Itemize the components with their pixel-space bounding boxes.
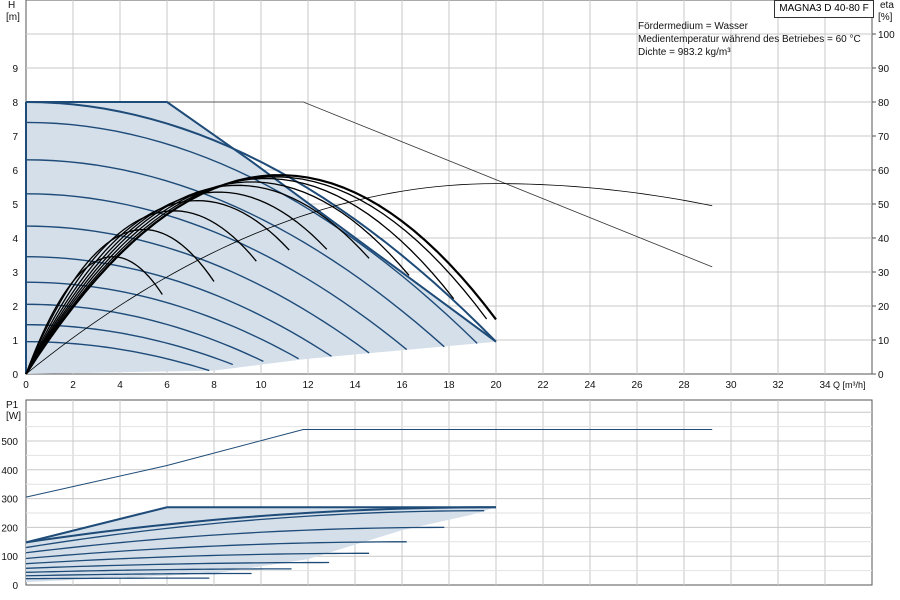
power-reference-curve [25, 428, 713, 498]
max-power-curve [25, 506, 496, 544]
y-tick-label: 2 [12, 302, 18, 313]
efficiency-curve [25, 181, 410, 375]
y2-tick-label: 100 [878, 30, 895, 41]
y-tick-label: 0 [12, 581, 18, 592]
efficiency-curve [25, 256, 163, 375]
y-tick-label: 3 [12, 268, 18, 279]
max-head-curve [26, 101, 497, 343]
y-tick-label: 6 [12, 166, 18, 177]
power-curve [25, 541, 407, 560]
efficiency-curve [25, 199, 290, 375]
medium-text: Fördermedium = Wasser [638, 21, 748, 32]
y-tick-label: 5 [12, 200, 18, 211]
y-tick-label: 400 [1, 466, 18, 477]
y-axis-unit: [W] [6, 411, 21, 422]
power-curve [25, 572, 252, 577]
y-tick-label: 200 [1, 523, 18, 534]
power-plot: 0 100 200 300 400 500 P1[W] [1, 399, 873, 592]
y2-tick-label: 70 [878, 132, 890, 143]
y-tick-label: 1 [12, 336, 18, 347]
y-tick-label: 4 [12, 234, 18, 245]
x-tick-label: 26 [631, 380, 643, 391]
head-curve [25, 225, 370, 354]
x-tick-label: 30 [725, 380, 737, 391]
x-tick-label: 28 [678, 380, 690, 391]
y2-tick-label: 90 [878, 64, 890, 75]
y2-tick-label: 30 [878, 268, 890, 279]
head-curve [25, 341, 210, 372]
head-curve [25, 101, 497, 343]
y2-tick-label: 10 [878, 336, 890, 347]
y2-tick-label: 0 [878, 370, 884, 381]
efficiency-curve [25, 176, 488, 375]
operating-area [26, 102, 496, 374]
efficiency-curve [25, 191, 328, 375]
y2-tick-label: 20 [878, 302, 890, 313]
y-tick-label: 7 [12, 132, 18, 143]
x-tick-label: 20 [490, 380, 502, 391]
power-curve [25, 577, 210, 580]
y-axis-unit: [m] [6, 12, 20, 23]
y2-tick-label: 50 [878, 200, 890, 211]
temperature-text: Medientemperatur während des Betriebes =… [638, 34, 861, 45]
y-axis-label: H [8, 0, 15, 11]
efficiency-curve [25, 184, 370, 375]
y2-axis-label: eta [880, 0, 894, 11]
efficiency-curve [25, 210, 257, 375]
density-text: Dichte = 983.2 kg/m³ [638, 47, 731, 58]
y2-tick-label: 80 [878, 98, 890, 109]
efficiency-curve [25, 228, 215, 375]
x-tick-label: 34 [819, 380, 831, 391]
head-curve [25, 193, 408, 351]
power-curve [25, 510, 485, 549]
power-curve [25, 561, 330, 569]
head-curve [25, 159, 445, 348]
head-curve [25, 324, 234, 366]
y-tick-label: 9 [12, 64, 18, 75]
x-tick-label: 6 [164, 380, 170, 391]
x-tick-label: 14 [349, 380, 361, 391]
x-tick-label: 12 [302, 380, 314, 391]
x-axis-label: Q [m³/h] [833, 380, 866, 390]
head-curve [25, 256, 332, 357]
y-tick-label: 8 [12, 98, 18, 109]
x-tick-label: 10 [255, 380, 267, 391]
y-tick-label: 0 [12, 370, 18, 381]
power-curve [25, 552, 370, 565]
x-tick-label: 22 [537, 380, 549, 391]
x-tick-label: 24 [584, 380, 596, 391]
y2-axis-unit: [%] [878, 12, 893, 23]
y-tick-label: 300 [1, 495, 18, 506]
x-tick-label: 32 [772, 380, 784, 391]
x-tick-label: 8 [211, 380, 217, 391]
power-curve [25, 526, 445, 554]
y2-tick-label: 60 [878, 166, 890, 177]
y-axis-label: P1 [6, 400, 19, 411]
model-label: MAGNA3 D 40-80 F [774, 0, 874, 18]
x-tick-label: 16 [396, 380, 408, 391]
y-tick-label: 500 [1, 437, 18, 448]
efficiency-curve [25, 177, 455, 375]
medium-info: Fördermedium = Wasser Medientemperatur w… [638, 20, 861, 59]
y2-tick-label: 40 [878, 234, 890, 245]
y-tick-label: 100 [1, 552, 18, 563]
x-tick-label: 2 [70, 380, 76, 391]
x-tick-label: 4 [117, 380, 123, 391]
max-curve-extension [167, 101, 713, 268]
efficiency-extension [25, 183, 713, 375]
x-tick-label: 18 [443, 380, 455, 391]
power-curve [25, 568, 292, 573]
x-tick-label: 0 [23, 380, 29, 391]
